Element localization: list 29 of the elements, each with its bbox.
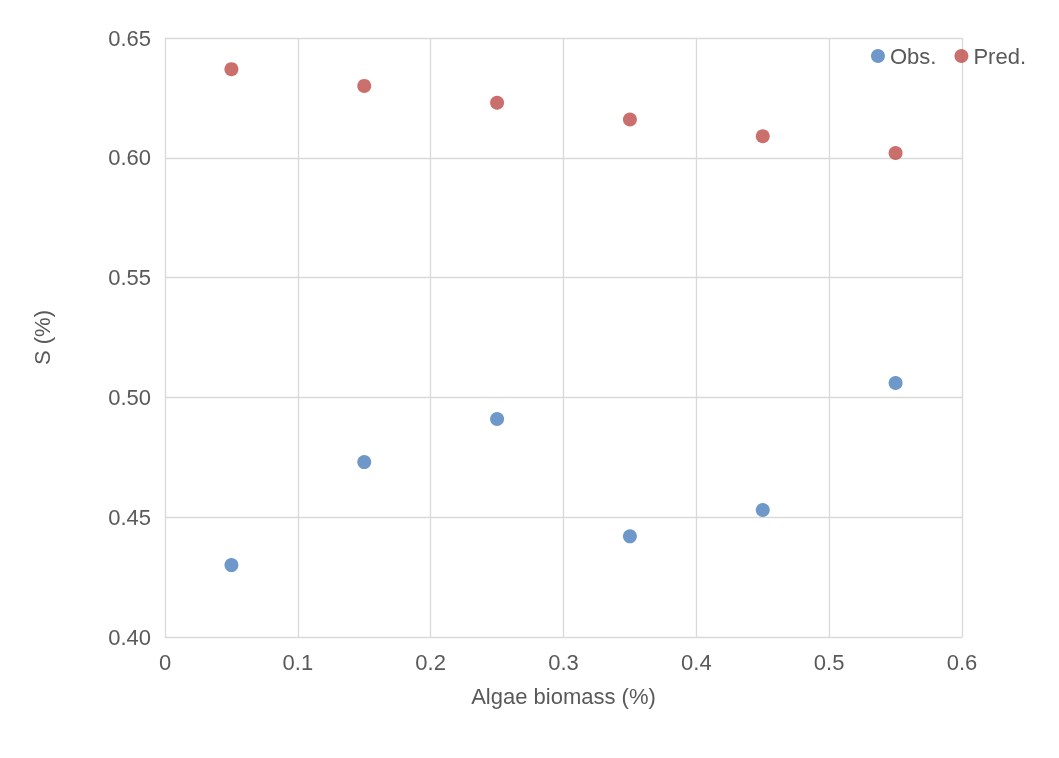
legend-label: Pred. (973, 43, 1027, 69)
legend-label: Obs. (889, 43, 937, 69)
y-tick-label: 0.60 (108, 145, 151, 171)
y-axis-title: S (%) (29, 310, 55, 365)
x-tick-label: 0.5 (813, 649, 845, 675)
point (622, 112, 637, 127)
y-tick-label: 0.45 (108, 504, 151, 530)
point (622, 529, 637, 544)
x-tick-label: 0.6 (946, 649, 978, 675)
point (490, 95, 505, 110)
point (357, 78, 372, 93)
point (357, 455, 372, 470)
point (490, 411, 505, 426)
y-tick-label: 0.65 (108, 25, 151, 51)
point (755, 129, 770, 144)
point (755, 503, 770, 518)
y-tick-label: 0.50 (108, 384, 151, 410)
x-axis-title: Algae biomass (%) (471, 683, 656, 709)
point (224, 558, 239, 573)
point (224, 62, 239, 77)
point (888, 376, 903, 391)
x-tick-label: 0.3 (548, 649, 579, 675)
x-tick-label: 0.2 (415, 649, 446, 675)
point (888, 146, 903, 160)
x-tick-label: 0 (158, 649, 172, 675)
y-tick-label: 0.40 (108, 624, 151, 650)
x-tick-label: 0.4 (681, 649, 712, 675)
y-tick-label: 0.55 (108, 265, 151, 291)
x-tick-label: 0.1 (282, 649, 314, 675)
